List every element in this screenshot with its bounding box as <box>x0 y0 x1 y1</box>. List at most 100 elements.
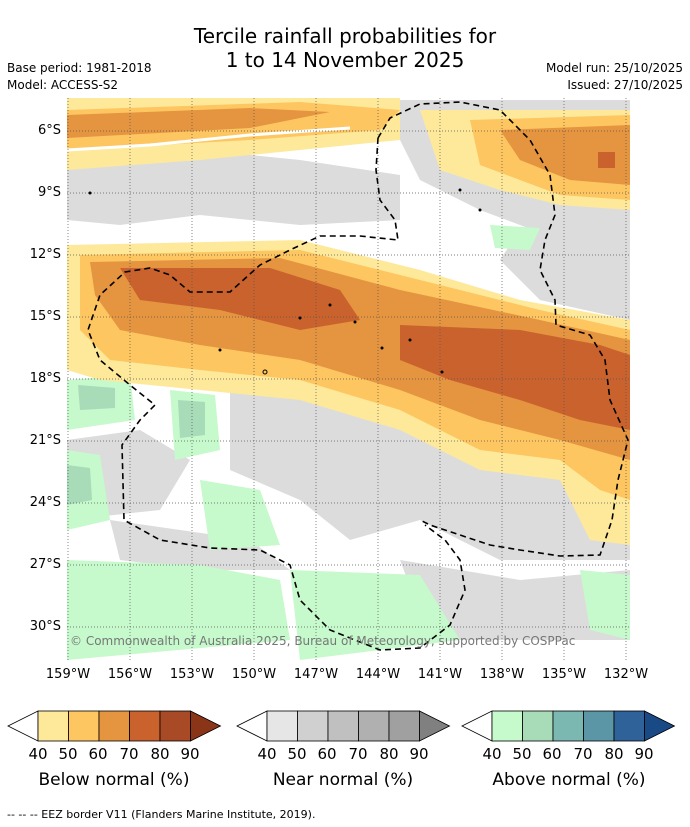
lon-label-153: 153°W <box>169 667 215 682</box>
model-run: Model run: 25/10/2025 <box>545 61 683 75</box>
eez-border-french-polynesia <box>377 101 629 557</box>
above-normal-dark-2 <box>178 400 205 438</box>
lat-label-24: 24°S <box>29 495 61 510</box>
tick-above-50: 50 <box>512 745 532 763</box>
colorbar-near-swatch-2 <box>297 710 329 742</box>
above-normal-south-west <box>67 560 290 660</box>
island <box>478 208 482 212</box>
near-normal-band-north <box>67 150 400 225</box>
colorbar-below-min-arrow <box>7 710 39 742</box>
base-period: Base period: 1981-2018 <box>7 61 152 75</box>
colorbar-above-swatch-1 <box>491 710 523 742</box>
near-normal-south-east <box>400 560 630 640</box>
colorbar-below <box>7 710 222 742</box>
tick-below-90: 90 <box>180 745 200 763</box>
near-normal-central <box>230 380 630 560</box>
colorbar-above <box>461 710 676 742</box>
lon-label-144: 144°W <box>355 667 401 682</box>
island <box>328 303 332 307</box>
lat-label-9: 9°S <box>37 185 61 200</box>
tick-above-40: 40 <box>482 745 502 763</box>
lon-label-132: 132°W <box>603 667 649 682</box>
above-normal-patch-5 <box>200 480 280 550</box>
colorbar-above-swatch-2 <box>522 710 554 742</box>
lat-label-27: 27°S <box>29 557 61 572</box>
islands <box>88 188 482 375</box>
colorbar-label-below: Below normal (%) <box>38 770 190 790</box>
below-normal-east-70 <box>400 325 630 430</box>
island <box>262 369 268 375</box>
colorbar-below-swatch-2 <box>68 710 100 742</box>
graticule <box>67 98 630 660</box>
above-normal-dark-1 <box>78 385 115 410</box>
above-normal-darker <box>67 385 205 505</box>
colorbar-near-max-arrow <box>419 710 451 742</box>
colorbar-label-near: Near normal (%) <box>272 770 414 790</box>
lon-label-135: 135°W <box>541 667 587 682</box>
colorbar-above-max-arrow <box>644 710 676 742</box>
colorbar-near <box>236 710 451 742</box>
tick-near-80: 80 <box>379 745 399 763</box>
colorbar-near-swatch-4 <box>358 710 390 742</box>
colorbar-above-swatch-3 <box>552 710 584 742</box>
lon-label-159: 159°W <box>45 667 91 682</box>
near-normal-east <box>500 225 630 320</box>
tick-below-80: 80 <box>150 745 170 763</box>
colorbar-above-swatch-5 <box>613 710 645 742</box>
island <box>380 346 384 350</box>
tick-near-70: 70 <box>348 745 368 763</box>
island <box>408 338 412 342</box>
above-normal-dark-3 <box>67 465 92 505</box>
tick-below-50: 50 <box>58 745 78 763</box>
tick-above-70: 70 <box>573 745 593 763</box>
eez-footnote: -- -- -- EEZ border V11 (Flanders Marine… <box>7 808 316 821</box>
colorbar-below-swatch-5 <box>159 710 191 742</box>
title-line-1: Tercile rainfall probabilities for <box>193 24 497 48</box>
colorbar-near-swatch-3 <box>327 710 359 742</box>
lon-label-147: 147°W <box>293 667 339 682</box>
island <box>440 370 444 374</box>
lat-label-15: 15°S <box>29 309 61 324</box>
colorbar-label-above: Above normal (%) <box>492 770 646 790</box>
contour-edge <box>67 126 351 152</box>
lat-label-12: 12°S <box>29 247 61 262</box>
below-normal-patch-70 <box>598 152 615 168</box>
copyright-credit: © Commonwealth of Australia 2025, Bureau… <box>70 634 576 648</box>
above-normal-patch-6 <box>580 570 630 640</box>
tick-near-60: 60 <box>317 745 337 763</box>
colorbar-near-swatch-1 <box>266 710 298 742</box>
tick-below-40: 40 <box>28 745 48 763</box>
map-area <box>67 98 630 660</box>
colorbar-below-swatch-3 <box>98 710 130 742</box>
tick-above-60: 60 <box>542 745 562 763</box>
lat-label-21: 21°S <box>29 433 61 448</box>
lon-label-138: 138°W <box>479 667 525 682</box>
colorbar-below-swatch-1 <box>37 710 69 742</box>
island <box>218 348 222 352</box>
meta-right: Model run: 25/10/2025 Issued: 27/10/2025 <box>546 60 683 94</box>
colorbar-near-swatch-5 <box>388 710 420 742</box>
lon-label-141: 141°W <box>417 667 463 682</box>
model-name: Model: ACCESS-S2 <box>7 78 119 92</box>
colorbar-below-max-arrow <box>190 710 222 742</box>
island <box>353 320 357 324</box>
above-normal-patch-4 <box>490 225 540 250</box>
island <box>458 188 462 192</box>
colorbar-above-min-arrow <box>461 710 493 742</box>
tick-near-40: 40 <box>257 745 277 763</box>
island <box>298 316 302 320</box>
meta-left: Base period: 1981-2018 Model: ACCESS-S2 <box>7 60 152 94</box>
lat-label-30: 30°S <box>29 619 61 634</box>
issued-date: Issued: 27/10/2025 <box>567 78 683 92</box>
tick-above-80: 80 <box>604 745 624 763</box>
near-normal-south-west <box>110 520 290 570</box>
above-normal-south <box>290 570 460 660</box>
lat-label-18: 18°S <box>29 371 61 386</box>
tick-below-60: 60 <box>88 745 108 763</box>
tick-below-70: 70 <box>119 745 139 763</box>
colorbar-above-swatch-4 <box>583 710 615 742</box>
tick-near-50: 50 <box>287 745 307 763</box>
below-normal-north-east-60 <box>500 125 630 185</box>
map-title: Tercile rainfall probabilities for 1 to … <box>0 24 690 72</box>
